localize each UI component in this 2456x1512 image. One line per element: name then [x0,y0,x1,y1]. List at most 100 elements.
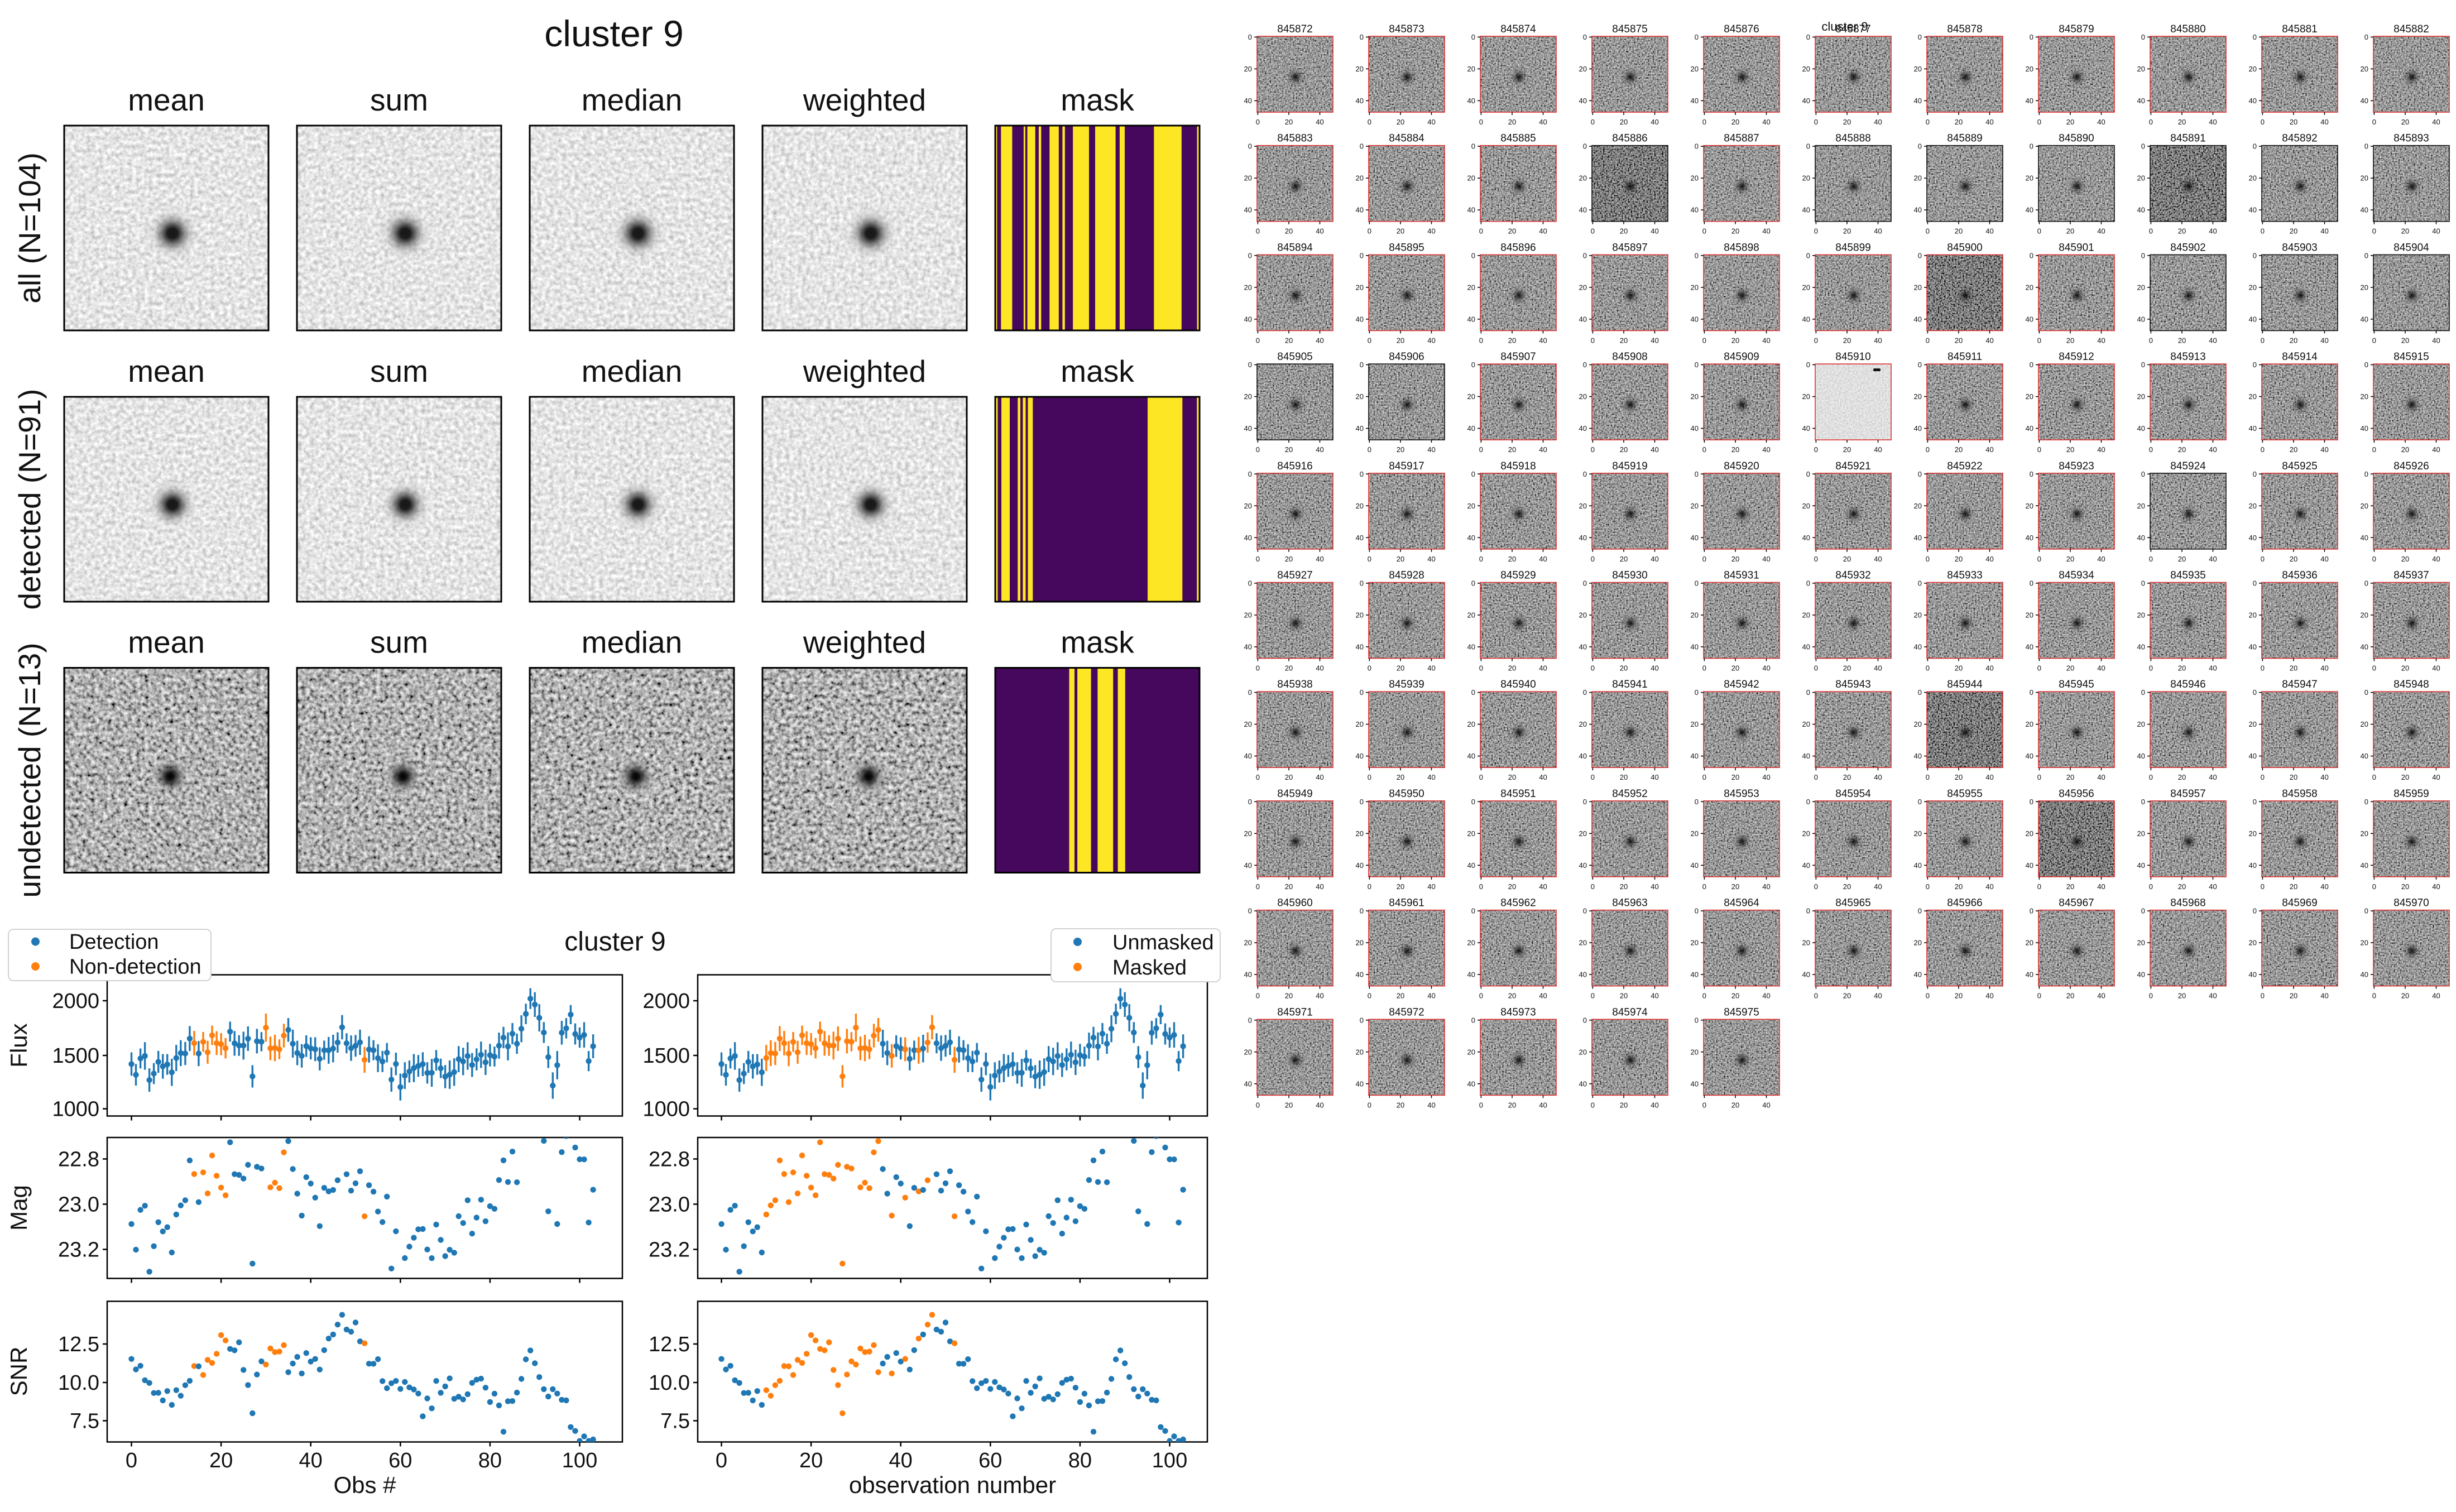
svg-text:40: 40 [2209,118,2217,126]
svg-text:40: 40 [2432,555,2440,563]
svg-text:20: 20 [2137,392,2145,401]
svg-text:40: 40 [1427,992,1435,1000]
svg-text:20: 20 [2401,773,2409,781]
svg-text:weighted: weighted [803,354,926,388]
svg-text:20: 20 [1691,939,1699,947]
svg-text:0: 0 [1256,773,1260,781]
svg-text:40: 40 [1467,1079,1475,1088]
svg-text:0: 0 [2253,251,2257,260]
svg-text:40: 40 [889,1449,913,1472]
svg-text:20: 20 [2290,882,2297,891]
svg-text:845888: 845888 [1835,133,1870,145]
svg-text:20: 20 [1579,829,1587,838]
svg-text:10.0: 10.0 [58,1371,99,1395]
svg-text:20: 20 [2401,118,2409,126]
svg-text:0: 0 [1814,882,1818,891]
svg-text:20: 20 [2249,283,2257,291]
svg-text:20: 20 [1731,992,1739,1000]
svg-text:20: 20 [2026,502,2033,510]
svg-text:20: 20 [2290,773,2297,781]
svg-text:40: 40 [2249,424,2257,433]
svg-text:845974: 845974 [1612,1006,1648,1018]
svg-text:20: 20 [2249,174,2257,183]
svg-text:0: 0 [1918,251,1922,260]
svg-text:0: 0 [1248,142,1252,151]
svg-text:845873: 845873 [1389,23,1424,35]
svg-text:40: 40 [2097,664,2105,673]
svg-text:845963: 845963 [1612,897,1647,909]
svg-text:40: 40 [1762,1101,1770,1109]
svg-text:40: 40 [1874,773,1882,781]
svg-text:0: 0 [1926,118,1930,126]
svg-text:845926: 845926 [2393,460,2429,472]
svg-text:0: 0 [2372,664,2376,673]
svg-text:23.2: 23.2 [58,1239,99,1262]
svg-text:observation number: observation number [849,1472,1056,1498]
svg-text:0: 0 [2261,555,2265,563]
svg-text:20: 20 [2066,445,2074,454]
svg-text:0: 0 [2141,251,2145,260]
svg-text:845905: 845905 [1277,351,1312,363]
svg-text:40: 40 [2249,643,2257,651]
svg-text:20: 20 [2137,174,2145,183]
svg-text:20: 20 [2026,611,2033,620]
svg-text:0: 0 [1591,227,1595,236]
svg-text:40: 40 [1427,664,1435,673]
svg-text:40: 40 [1985,664,1993,673]
svg-text:845901: 845901 [2059,242,2094,253]
svg-text:0: 0 [1918,688,1922,697]
svg-text:20: 20 [1914,502,1922,510]
svg-text:20: 20 [1285,118,1293,126]
svg-text:0: 0 [2149,773,2153,781]
svg-text:0: 0 [2253,907,2257,915]
svg-text:0: 0 [1248,798,1252,806]
svg-text:20: 20 [1508,773,1516,781]
svg-text:0: 0 [2253,798,2257,806]
svg-text:845967: 845967 [2059,897,2094,909]
svg-text:20: 20 [1467,65,1475,73]
svg-text:40: 40 [1316,882,1323,891]
svg-text:0: 0 [1591,445,1595,454]
svg-text:40: 40 [1244,1079,1252,1088]
svg-text:20: 20 [1579,1048,1587,1056]
svg-text:40: 40 [2432,118,2440,126]
svg-text:20: 20 [2361,829,2368,838]
svg-text:40: 40 [1985,336,1993,344]
svg-text:40: 40 [1316,336,1323,344]
svg-text:40: 40 [1579,643,1587,651]
svg-text:845900: 845900 [1947,242,1982,253]
svg-text:20: 20 [1955,445,1963,454]
svg-text:845913: 845913 [2170,351,2205,363]
svg-text:40: 40 [1914,971,1922,979]
svg-text:40: 40 [1356,315,1364,323]
svg-text:20: 20 [1802,392,1810,401]
svg-text:40: 40 [1316,118,1323,126]
svg-text:mean: mean [128,625,205,660]
svg-text:22.8: 22.8 [58,1148,99,1172]
svg-text:0: 0 [2141,361,2145,369]
svg-text:845892: 845892 [2282,133,2317,145]
svg-text:40: 40 [1244,315,1252,323]
svg-text:20: 20 [1397,664,1404,673]
svg-text:40: 40 [2361,971,2368,979]
svg-text:0: 0 [2253,579,2257,588]
svg-text:20: 20 [1843,445,1851,454]
svg-text:12.5: 12.5 [649,1333,690,1356]
svg-text:40: 40 [1244,971,1252,979]
svg-text:20: 20 [1397,773,1404,781]
svg-text:40: 40 [2249,315,2257,323]
svg-text:845897: 845897 [1612,242,1647,253]
svg-text:20: 20 [1691,1048,1699,1056]
svg-text:845931: 845931 [1724,570,1759,582]
svg-text:20: 20 [1620,118,1628,126]
svg-text:0: 0 [2141,907,2145,915]
svg-text:845941: 845941 [1612,679,1647,690]
svg-text:sum: sum [370,625,428,660]
svg-text:845961: 845961 [1389,897,1424,909]
svg-text:20: 20 [1467,720,1475,728]
svg-text:40: 40 [1691,1079,1699,1088]
svg-text:40: 40 [1244,534,1252,542]
svg-text:845924: 845924 [2170,460,2206,472]
svg-text:20: 20 [1285,882,1293,891]
svg-text:845930: 845930 [1612,570,1647,582]
